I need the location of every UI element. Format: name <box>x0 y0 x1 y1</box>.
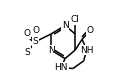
Text: N: N <box>48 46 55 55</box>
Text: S: S <box>33 37 38 46</box>
Text: NH: NH <box>80 46 94 55</box>
Text: O: O <box>86 26 93 35</box>
Text: O: O <box>24 29 31 38</box>
Text: Cl: Cl <box>71 15 80 24</box>
Text: HN: HN <box>54 63 68 72</box>
Text: O: O <box>32 26 39 35</box>
Text: S: S <box>24 48 30 57</box>
Text: N: N <box>62 21 68 30</box>
